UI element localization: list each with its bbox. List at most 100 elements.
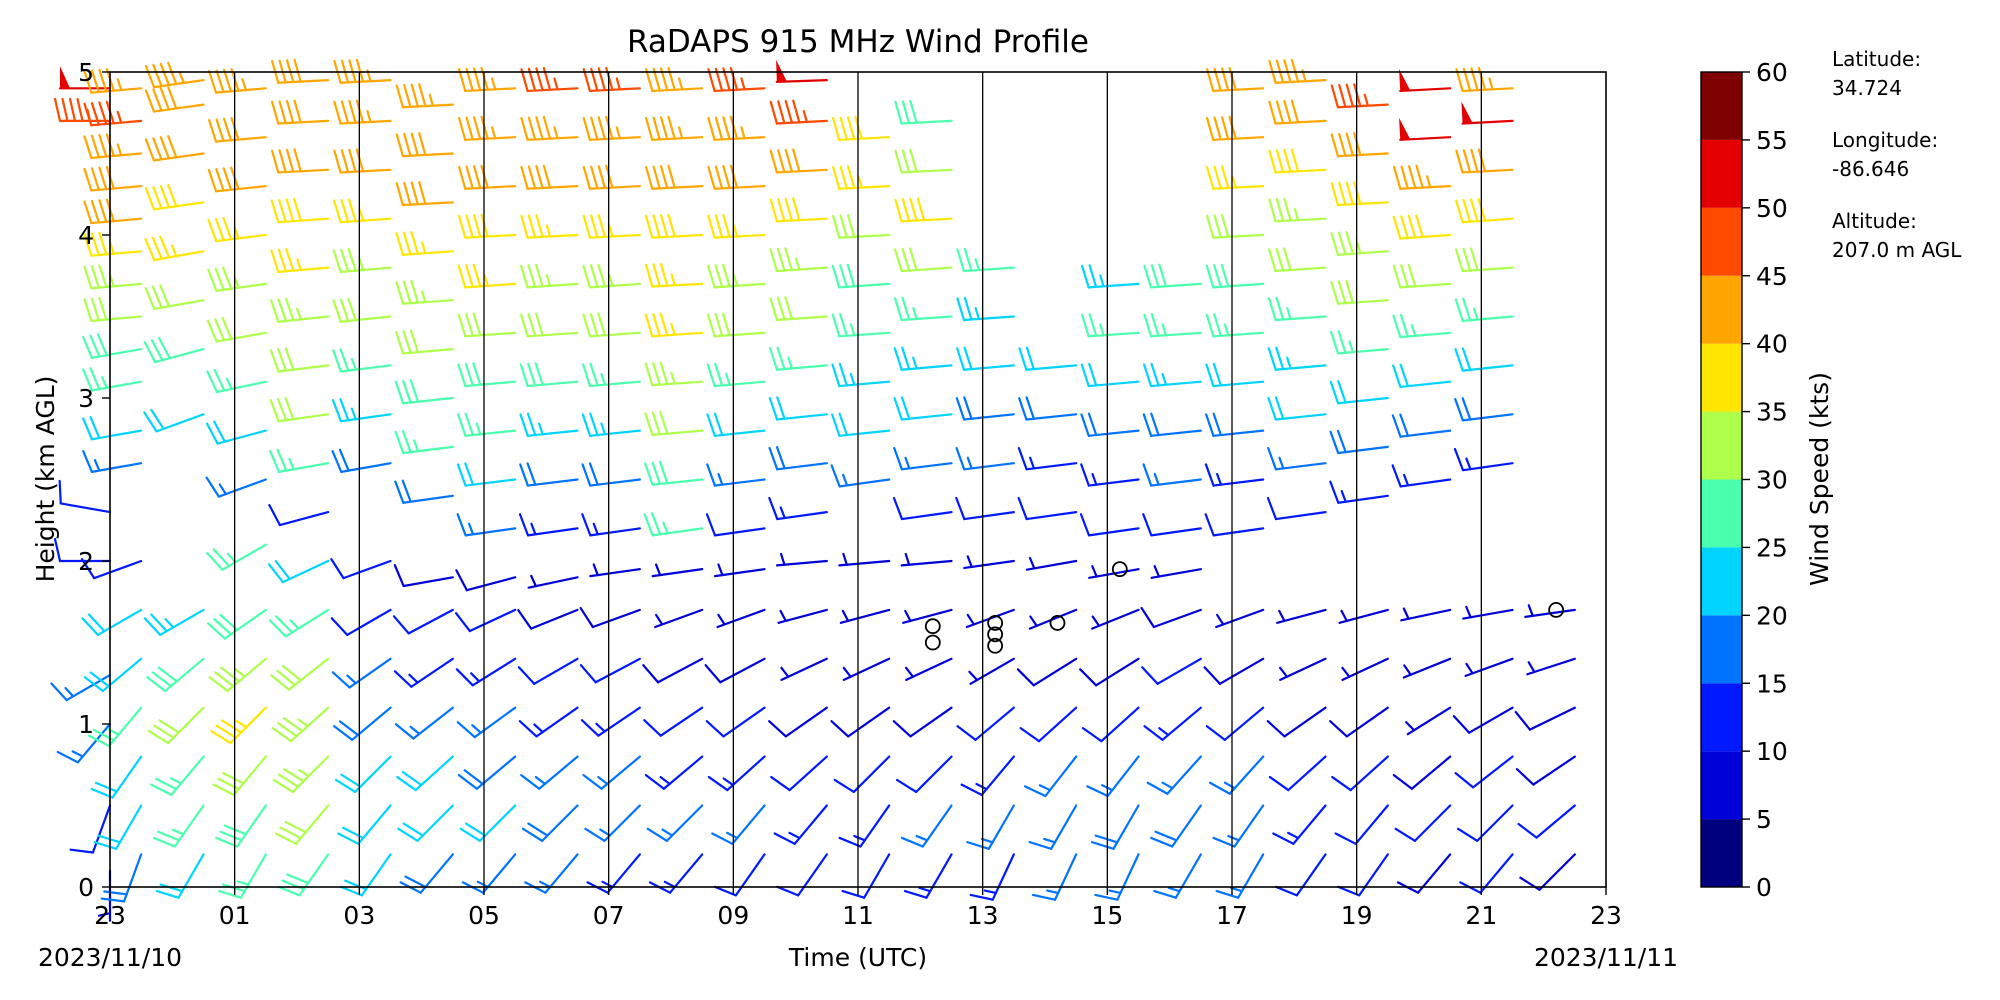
- wind-barb-feather: [1150, 313, 1160, 337]
- wind-barb-half-feather: [298, 768, 310, 778]
- wind-barb-pennant: [60, 66, 70, 89]
- wind-barb-feather: [527, 822, 549, 837]
- wind-barb: [1338, 608, 1389, 624]
- wind-barb-feather: [1329, 720, 1348, 738]
- wind-barb-feather: [1079, 668, 1098, 687]
- wind-barb-feather: [208, 70, 218, 94]
- wind-barb-feather: [839, 165, 848, 190]
- wind-barb-half-feather: [421, 241, 427, 255]
- wind-barb: [893, 446, 953, 471]
- wind-barb: [218, 853, 267, 899]
- wind-barb-feather: [1220, 165, 1230, 190]
- wind-barb-feather: [1400, 215, 1409, 240]
- wind-barb-half-feather: [1167, 886, 1181, 893]
- wind-barb: [395, 132, 454, 158]
- wind-barb-feather: [1345, 231, 1355, 255]
- wind-barb-feather: [401, 479, 412, 503]
- wind-barb-feather: [90, 69, 100, 94]
- wind-barb: [581, 412, 641, 437]
- wind-barb-feather: [213, 368, 226, 392]
- wind-barb-feather: [338, 448, 350, 472]
- wind-barb-feather: [284, 396, 295, 421]
- wind-barb-feather: [963, 296, 973, 321]
- wind-barb-feather: [1275, 346, 1285, 371]
- wind-barb-feather: [332, 299, 342, 323]
- wind-barb-feather: [705, 513, 717, 537]
- wind-barb-feather: [1208, 781, 1231, 795]
- wind-barb-feather: [706, 463, 716, 487]
- wind-barb-half-feather: [116, 110, 123, 124]
- wind-barb-feather: [1150, 836, 1174, 848]
- wind-barb-feather: [418, 181, 427, 205]
- wind-barb-feather: [90, 102, 100, 126]
- wind-barb-feather: [218, 889, 242, 899]
- wind-barb-feather: [1016, 668, 1035, 687]
- wind-barb-feather: [526, 462, 537, 486]
- wind-barb-feather: [1392, 215, 1402, 240]
- wind-barb-feather: [714, 116, 724, 141]
- wind-barb-feather: [395, 182, 405, 207]
- wind-barb-feather: [284, 347, 295, 371]
- wind-barb-feather: [893, 347, 903, 371]
- wind-barb: [1080, 463, 1140, 487]
- colorbar-segment: [1701, 343, 1742, 412]
- wind-barb-feather: [1330, 232, 1340, 256]
- wind-barb-half-feather: [491, 126, 497, 140]
- wind-barb-feather: [1080, 313, 1090, 338]
- wind-barb-half-feather: [545, 224, 552, 238]
- wind-barb-feather: [582, 774, 603, 790]
- wind-barb-feather: [76, 97, 84, 123]
- latitude-label: Latitude:: [1832, 47, 1921, 71]
- wind-barb-feather: [838, 412, 848, 437]
- wind-barb-feather: [222, 772, 245, 785]
- wind-barb-feather: [215, 836, 239, 848]
- x-tick-label: 19: [1341, 901, 1373, 930]
- colorbar-segment: [1701, 683, 1742, 752]
- wind-barb: [580, 706, 641, 737]
- wind-barb-feather: [284, 820, 307, 834]
- wind-barb: [334, 755, 392, 794]
- wind-barb: [582, 214, 641, 239]
- wind-barb: [208, 117, 267, 143]
- wind-barb-feather: [652, 361, 661, 386]
- wind-barb: [579, 606, 641, 629]
- wind-barb: [268, 608, 330, 638]
- wind-barb-feather: [1087, 412, 1098, 437]
- wind-barb-feather: [893, 446, 903, 471]
- wind-barb-feather: [769, 198, 779, 223]
- wind-barb: [53, 537, 112, 563]
- wind-barb-feather: [1274, 885, 1298, 897]
- wind-barb: [1212, 804, 1265, 848]
- longitude-value: -86.646: [1832, 157, 1909, 181]
- wind-barb-feather: [582, 363, 592, 388]
- wind-barb-feather: [1391, 464, 1402, 488]
- wind-barb-feather: [1455, 149, 1464, 174]
- wind-barb-feather: [831, 363, 841, 388]
- wind-barb: [582, 362, 641, 388]
- wind-barb-feather: [652, 116, 661, 141]
- wind-barb-shaft: [594, 657, 641, 684]
- wind-barb-feather: [1329, 380, 1340, 405]
- wind-barb-half-feather: [608, 224, 614, 238]
- wind-barb: [212, 755, 267, 797]
- wind-barb-feather: [1392, 165, 1402, 190]
- wind-barb-half-feather: [233, 226, 240, 240]
- wind-barb-feather: [270, 100, 280, 125]
- wind-barb-feather: [1455, 68, 1464, 93]
- wind-barb-feather: [1266, 496, 1278, 521]
- wind-barb-feather: [520, 68, 529, 93]
- wind-barb-feather: [542, 164, 552, 189]
- wind-barb-feather: [784, 197, 793, 222]
- wind-barb-half-feather: [71, 750, 84, 758]
- wind-barb: [1205, 362, 1265, 388]
- colorbar-segment: [1701, 751, 1742, 820]
- wind-barb-feather: [960, 783, 983, 797]
- wind-barb: [831, 412, 891, 437]
- wind-barb: [1142, 412, 1202, 437]
- wind-barb: [706, 312, 766, 338]
- wind-barb-feather: [1391, 414, 1402, 438]
- wind-barb-feather: [410, 279, 420, 304]
- wind-barb-feather: [1338, 132, 1347, 157]
- wind-barb: [1452, 706, 1514, 734]
- wind-barb-feather: [1205, 165, 1215, 190]
